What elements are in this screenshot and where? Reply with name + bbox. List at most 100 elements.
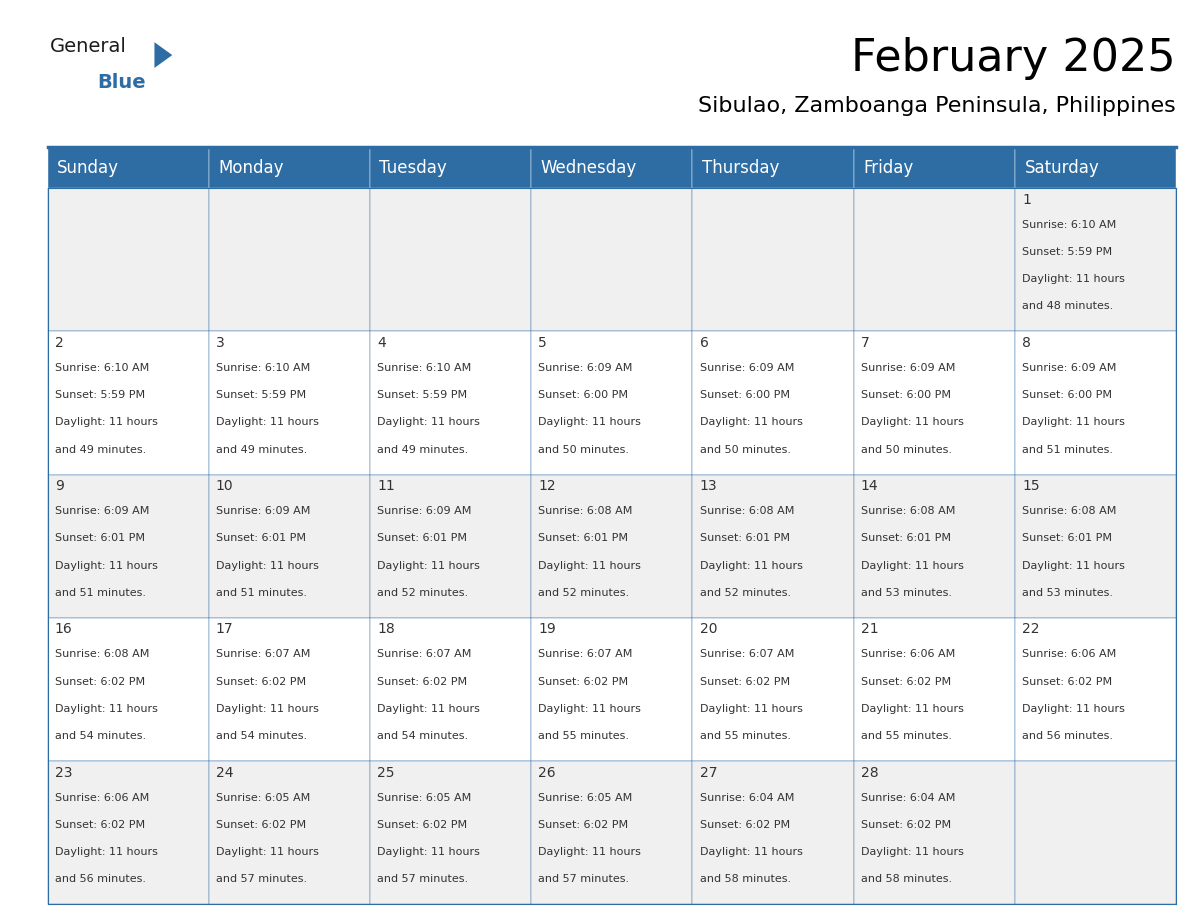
Bar <box>854 331 1015 475</box>
Text: Sunday: Sunday <box>57 159 119 176</box>
Text: Daylight: 11 hours: Daylight: 11 hours <box>377 561 480 570</box>
Text: and 52 minutes.: and 52 minutes. <box>377 588 468 598</box>
Text: and 54 minutes.: and 54 minutes. <box>216 731 307 741</box>
Bar <box>1015 475 1176 618</box>
Text: 22: 22 <box>1022 622 1040 636</box>
Text: Sunset: 6:02 PM: Sunset: 6:02 PM <box>861 820 950 830</box>
Text: Sibulao, Zamboanga Peninsula, Philippines: Sibulao, Zamboanga Peninsula, Philippine… <box>699 96 1176 117</box>
Text: Sunset: 6:02 PM: Sunset: 6:02 PM <box>55 677 145 687</box>
Text: Daylight: 11 hours: Daylight: 11 hours <box>700 418 802 427</box>
Text: and 50 minutes.: and 50 minutes. <box>861 444 952 454</box>
Text: Daylight: 11 hours: Daylight: 11 hours <box>1022 418 1125 427</box>
Text: Daylight: 11 hours: Daylight: 11 hours <box>538 847 642 856</box>
Bar <box>693 761 854 904</box>
Text: General: General <box>50 37 127 56</box>
Text: Sunrise: 6:09 AM: Sunrise: 6:09 AM <box>700 363 794 373</box>
Text: Sunset: 5:59 PM: Sunset: 5:59 PM <box>377 390 467 400</box>
Text: Sunrise: 6:10 AM: Sunrise: 6:10 AM <box>377 363 472 373</box>
Text: Sunset: 6:01 PM: Sunset: 6:01 PM <box>538 533 628 543</box>
Text: and 50 minutes.: and 50 minutes. <box>700 444 790 454</box>
Text: and 49 minutes.: and 49 minutes. <box>55 444 146 454</box>
Text: and 56 minutes.: and 56 minutes. <box>55 874 146 884</box>
Text: and 52 minutes.: and 52 minutes. <box>700 588 791 598</box>
Text: and 56 minutes.: and 56 minutes. <box>1022 731 1113 741</box>
Text: 25: 25 <box>377 766 394 779</box>
Bar <box>369 331 531 475</box>
Text: Sunset: 6:00 PM: Sunset: 6:00 PM <box>861 390 950 400</box>
Bar <box>209 331 369 475</box>
Text: Sunset: 6:00 PM: Sunset: 6:00 PM <box>700 390 790 400</box>
Text: 9: 9 <box>55 479 63 493</box>
Text: Sunset: 6:01 PM: Sunset: 6:01 PM <box>1022 533 1112 543</box>
Bar <box>369 147 531 188</box>
Bar <box>48 475 209 618</box>
Bar <box>693 331 854 475</box>
Bar <box>369 188 531 331</box>
Text: 21: 21 <box>861 622 878 636</box>
Text: Daylight: 11 hours: Daylight: 11 hours <box>861 418 963 427</box>
Text: 17: 17 <box>216 622 234 636</box>
Text: Sunrise: 6:07 AM: Sunrise: 6:07 AM <box>700 649 794 659</box>
Text: Sunset: 6:02 PM: Sunset: 6:02 PM <box>216 820 307 830</box>
Text: 24: 24 <box>216 766 233 779</box>
Text: 23: 23 <box>55 766 72 779</box>
Bar <box>693 475 854 618</box>
Text: Daylight: 11 hours: Daylight: 11 hours <box>538 561 642 570</box>
Text: Sunrise: 6:08 AM: Sunrise: 6:08 AM <box>55 649 148 659</box>
Text: and 53 minutes.: and 53 minutes. <box>861 588 952 598</box>
Text: Sunset: 6:02 PM: Sunset: 6:02 PM <box>700 820 790 830</box>
Text: Daylight: 11 hours: Daylight: 11 hours <box>861 561 963 570</box>
Text: and 54 minutes.: and 54 minutes. <box>377 731 468 741</box>
Text: Sunset: 6:00 PM: Sunset: 6:00 PM <box>538 390 628 400</box>
Text: Sunset: 6:00 PM: Sunset: 6:00 PM <box>1022 390 1112 400</box>
Text: Daylight: 11 hours: Daylight: 11 hours <box>1022 704 1125 713</box>
Text: Sunrise: 6:10 AM: Sunrise: 6:10 AM <box>1022 219 1117 230</box>
Text: Sunrise: 6:08 AM: Sunrise: 6:08 AM <box>861 506 955 516</box>
Text: Daylight: 11 hours: Daylight: 11 hours <box>377 704 480 713</box>
Text: 14: 14 <box>861 479 878 493</box>
Bar <box>48 331 209 475</box>
Text: Sunrise: 6:07 AM: Sunrise: 6:07 AM <box>216 649 310 659</box>
Text: Sunset: 5:59 PM: Sunset: 5:59 PM <box>1022 247 1112 257</box>
Text: Sunset: 6:02 PM: Sunset: 6:02 PM <box>700 677 790 687</box>
Text: Sunset: 6:02 PM: Sunset: 6:02 PM <box>216 677 307 687</box>
Text: and 57 minutes.: and 57 minutes. <box>538 874 630 884</box>
Text: Daylight: 11 hours: Daylight: 11 hours <box>1022 561 1125 570</box>
Bar <box>1015 188 1176 331</box>
Text: Daylight: 11 hours: Daylight: 11 hours <box>700 847 802 856</box>
Bar <box>693 147 854 188</box>
Text: and 52 minutes.: and 52 minutes. <box>538 588 630 598</box>
Text: Sunset: 5:59 PM: Sunset: 5:59 PM <box>216 390 307 400</box>
Text: Sunset: 6:02 PM: Sunset: 6:02 PM <box>377 677 467 687</box>
Bar <box>854 761 1015 904</box>
Bar <box>531 188 693 331</box>
Text: and 53 minutes.: and 53 minutes. <box>1022 588 1113 598</box>
Bar <box>531 331 693 475</box>
Text: Sunset: 6:01 PM: Sunset: 6:01 PM <box>700 533 790 543</box>
Text: Daylight: 11 hours: Daylight: 11 hours <box>538 418 642 427</box>
Text: Sunrise: 6:05 AM: Sunrise: 6:05 AM <box>216 792 310 802</box>
Text: 19: 19 <box>538 622 556 636</box>
Bar <box>48 618 209 761</box>
Text: Sunrise: 6:06 AM: Sunrise: 6:06 AM <box>55 792 148 802</box>
Text: and 50 minutes.: and 50 minutes. <box>538 444 630 454</box>
Text: 5: 5 <box>538 336 548 350</box>
Text: 2: 2 <box>55 336 63 350</box>
Text: Sunset: 6:01 PM: Sunset: 6:01 PM <box>55 533 145 543</box>
Text: Blue: Blue <box>97 73 146 93</box>
Bar <box>48 761 209 904</box>
Text: Daylight: 11 hours: Daylight: 11 hours <box>377 847 480 856</box>
Bar <box>854 618 1015 761</box>
Bar <box>209 147 369 188</box>
Bar <box>369 618 531 761</box>
Text: Thursday: Thursday <box>702 159 779 176</box>
Text: Daylight: 11 hours: Daylight: 11 hours <box>861 847 963 856</box>
Text: Sunset: 6:02 PM: Sunset: 6:02 PM <box>538 677 628 687</box>
Text: and 58 minutes.: and 58 minutes. <box>700 874 791 884</box>
Text: and 49 minutes.: and 49 minutes. <box>377 444 468 454</box>
Text: Daylight: 11 hours: Daylight: 11 hours <box>538 704 642 713</box>
Text: Sunset: 6:01 PM: Sunset: 6:01 PM <box>377 533 467 543</box>
Text: and 58 minutes.: and 58 minutes. <box>861 874 952 884</box>
Text: and 48 minutes.: and 48 minutes. <box>1022 301 1113 311</box>
Text: Daylight: 11 hours: Daylight: 11 hours <box>1022 274 1125 284</box>
